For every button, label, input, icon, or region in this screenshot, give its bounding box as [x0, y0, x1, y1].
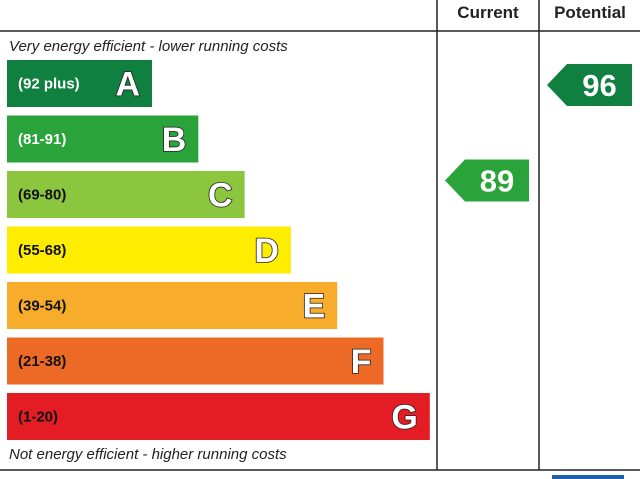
band-letter: B — [162, 121, 187, 159]
band-range-label: (1-20) — [18, 409, 58, 426]
current-marker-arrow — [445, 159, 529, 202]
bottom-caption: Not energy efficient - higher running co… — [9, 446, 287, 463]
potential-rating-marker: 96 — [547, 64, 632, 106]
band-letter: E — [303, 288, 326, 326]
potential-marker-arrow — [547, 64, 632, 106]
current-rating-marker: 89 — [445, 159, 529, 202]
band-bar-a — [7, 60, 152, 107]
band-a: (92 plus) A — [7, 60, 152, 107]
band-bar-f — [7, 337, 384, 385]
rating-bands: (92 plus) A (81-91) B (69-80) C (55-68) D (39-54… — [7, 60, 430, 440]
band-letter: A — [115, 66, 140, 104]
band-f: (21-38) F — [7, 337, 384, 385]
band-range-label: (69-80) — [18, 187, 66, 204]
band-letter: F — [351, 343, 372, 381]
band-b: (81-91) B — [7, 115, 199, 163]
footer-accent — [552, 475, 624, 479]
potential-column-header: Potential — [554, 3, 626, 22]
band-letter: D — [254, 232, 279, 270]
band-d: (55-68) D — [7, 226, 291, 274]
current-column-header: Current — [457, 3, 519, 22]
band-e: (39-54) E — [7, 282, 338, 329]
band-range-label: (21-38) — [18, 353, 66, 370]
potential-score: 96 — [582, 68, 616, 103]
band-letter: G — [391, 399, 417, 437]
current-score: 89 — [480, 164, 514, 199]
band-range-label: (92 plus) — [18, 76, 80, 93]
top-caption: Very energy efficient - lower running co… — [9, 38, 288, 55]
band-range-label: (55-68) — [18, 242, 66, 259]
rating-markers: 89 96 — [445, 64, 632, 202]
band-range-label: (81-91) — [18, 131, 66, 148]
band-range-label: (39-54) — [18, 298, 66, 315]
band-bar-c — [7, 171, 245, 218]
band-bar-g — [7, 393, 430, 440]
band-c: (69-80) C — [7, 171, 245, 218]
band-g: (1-20) G — [7, 393, 430, 440]
band-bar-d — [7, 226, 291, 274]
band-bar-e — [7, 282, 338, 329]
band-letter: C — [208, 177, 233, 215]
band-bar-b — [7, 115, 199, 163]
